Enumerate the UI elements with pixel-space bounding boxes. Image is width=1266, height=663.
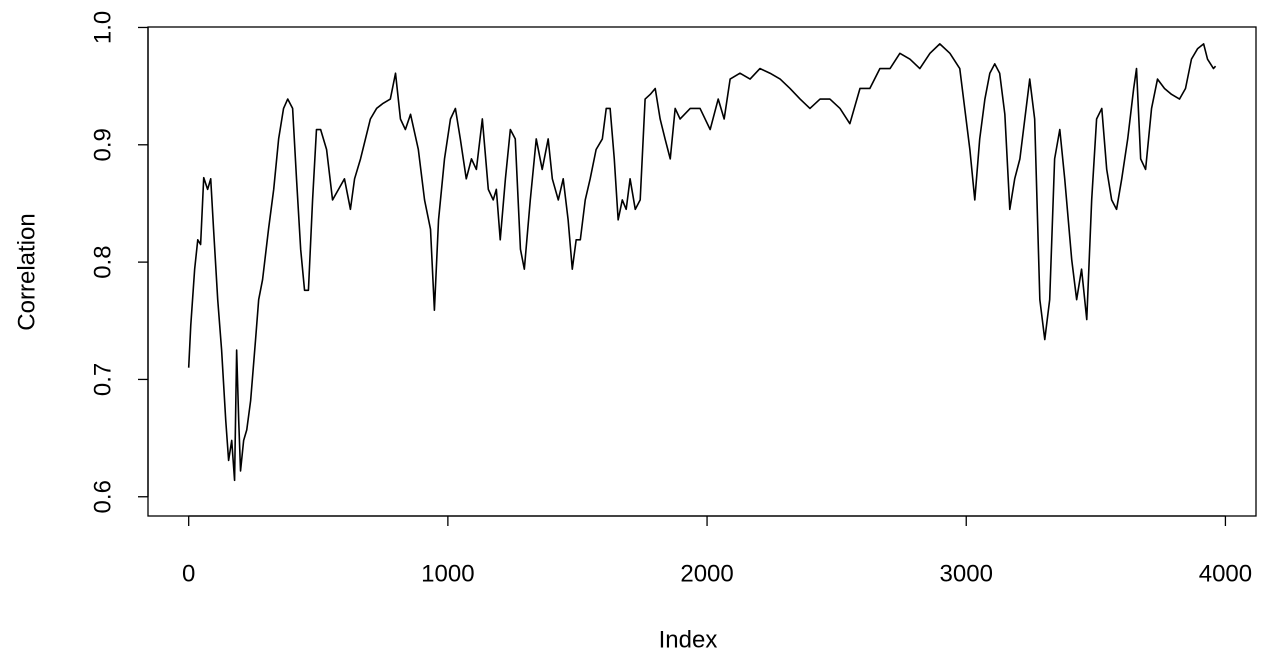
y-tick-label: 0.9: [89, 128, 116, 161]
x-tick-label: 3000: [940, 560, 993, 587]
data-line: [187, 43, 1217, 482]
x-tick-label: 1000: [421, 560, 474, 587]
plot-box: [147, 26, 1257, 517]
x-tick-label: 0: [182, 560, 195, 587]
x-tick-label: 2000: [680, 560, 733, 587]
y-tick-label: 0.6: [89, 480, 116, 513]
y-axis-label: Correlation: [13, 213, 40, 330]
x-tick-label: 4000: [1199, 560, 1252, 587]
y-tick-label: 0.8: [89, 245, 116, 278]
y-tick-label: 1.0: [89, 11, 116, 44]
x-axis-label: Index: [659, 626, 718, 653]
y-tick-label: 0.7: [89, 363, 116, 396]
